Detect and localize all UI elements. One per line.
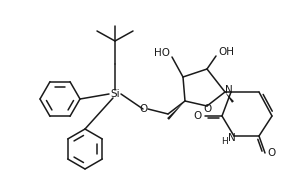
Polygon shape bbox=[225, 92, 234, 103]
Text: tBu detail done via lines: tBu detail done via lines bbox=[115, 23, 132, 24]
Text: O: O bbox=[139, 104, 147, 114]
Text: OH: OH bbox=[218, 47, 234, 57]
Text: N: N bbox=[228, 133, 236, 143]
Polygon shape bbox=[167, 101, 185, 120]
Text: H: H bbox=[222, 138, 228, 146]
Text: O: O bbox=[203, 104, 211, 114]
Text: O: O bbox=[194, 111, 202, 121]
Text: N: N bbox=[225, 85, 233, 95]
Text: HO: HO bbox=[154, 48, 170, 58]
Text: O: O bbox=[268, 148, 276, 158]
Text: Si: Si bbox=[110, 89, 120, 99]
